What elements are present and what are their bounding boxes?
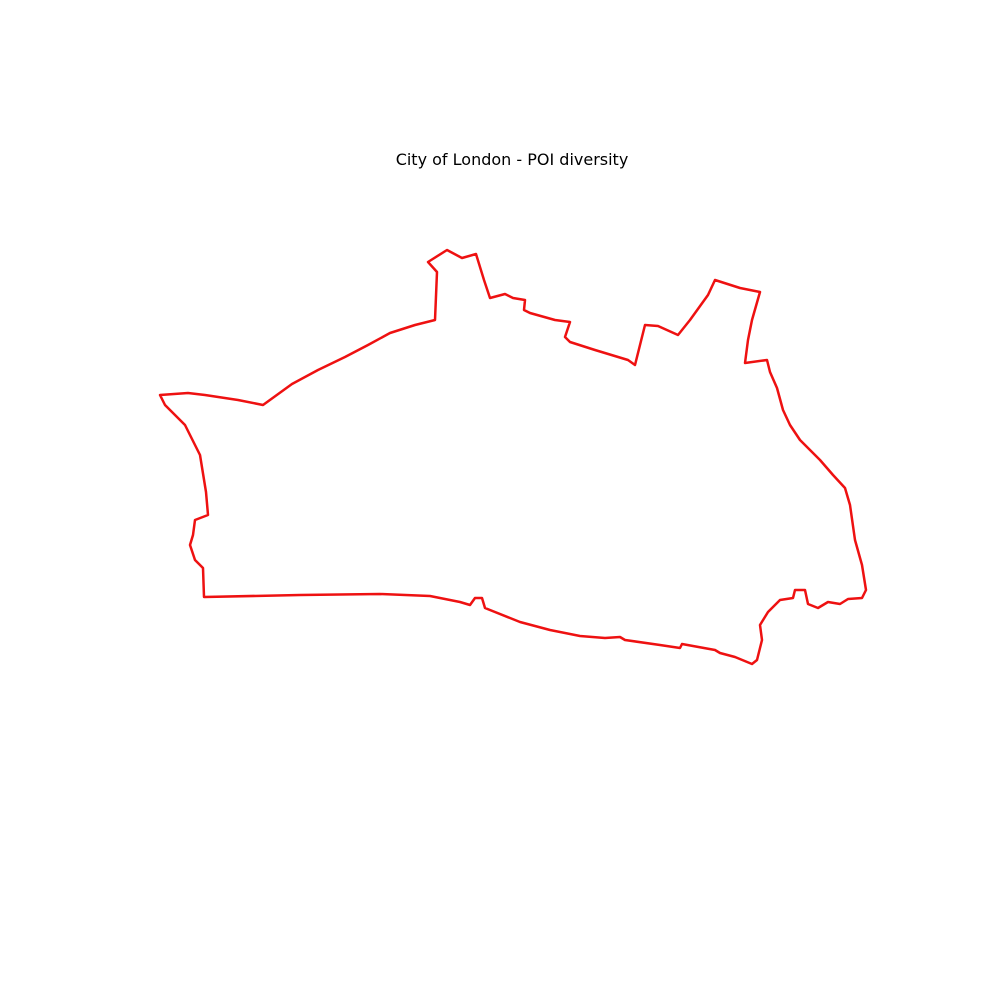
map-title: City of London - POI diversity (395, 150, 629, 169)
city-boundary (158, 248, 868, 666)
